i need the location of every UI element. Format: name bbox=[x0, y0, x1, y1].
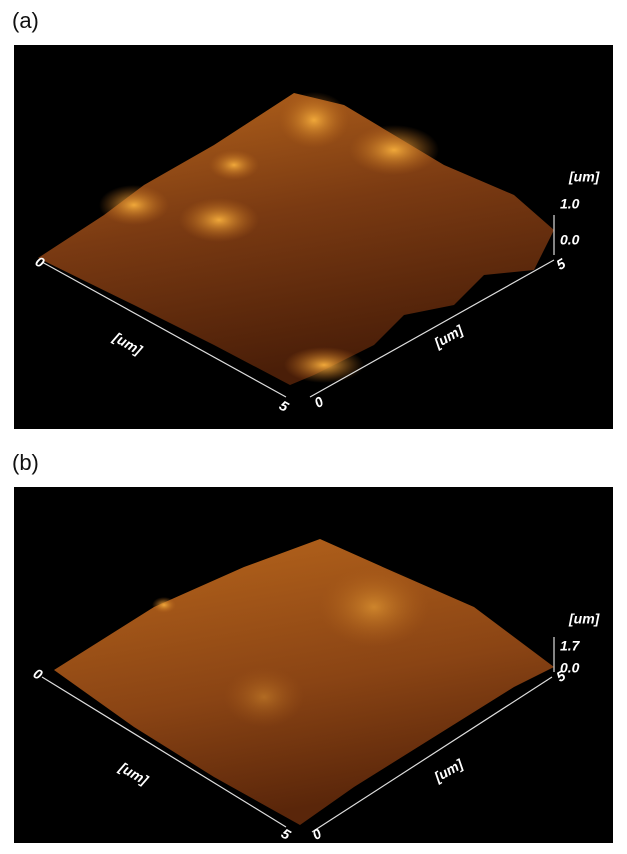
bump bbox=[99, 185, 169, 225]
axis-title: [um] bbox=[568, 169, 601, 185]
bump bbox=[279, 92, 349, 148]
bump bbox=[224, 667, 304, 727]
axis-label: 0.0 bbox=[560, 660, 580, 676]
bump bbox=[349, 125, 439, 175]
panel-label: (a) bbox=[12, 8, 39, 34]
axis-label: 1.0 bbox=[560, 196, 580, 212]
axis-title: [um] bbox=[568, 611, 601, 627]
figure: (a) 0 5 [um] 0 5 [um] [um] 1.0 0.0 (b) bbox=[0, 0, 627, 854]
bump bbox=[152, 597, 176, 613]
bump bbox=[179, 198, 259, 242]
axis-label: 0.0 bbox=[560, 232, 580, 248]
bump bbox=[209, 150, 259, 180]
bump bbox=[319, 567, 429, 647]
axis-label: 1.7 bbox=[560, 638, 581, 654]
afm-panel: 0 5 [um] 0 5 [um] [um] 1.7 0.0 bbox=[14, 487, 613, 843]
panel-label: (b) bbox=[12, 450, 39, 476]
bump bbox=[284, 347, 364, 383]
afm-panel: 0 5 [um] 0 5 [um] [um] 1.0 0.0 bbox=[14, 45, 613, 429]
